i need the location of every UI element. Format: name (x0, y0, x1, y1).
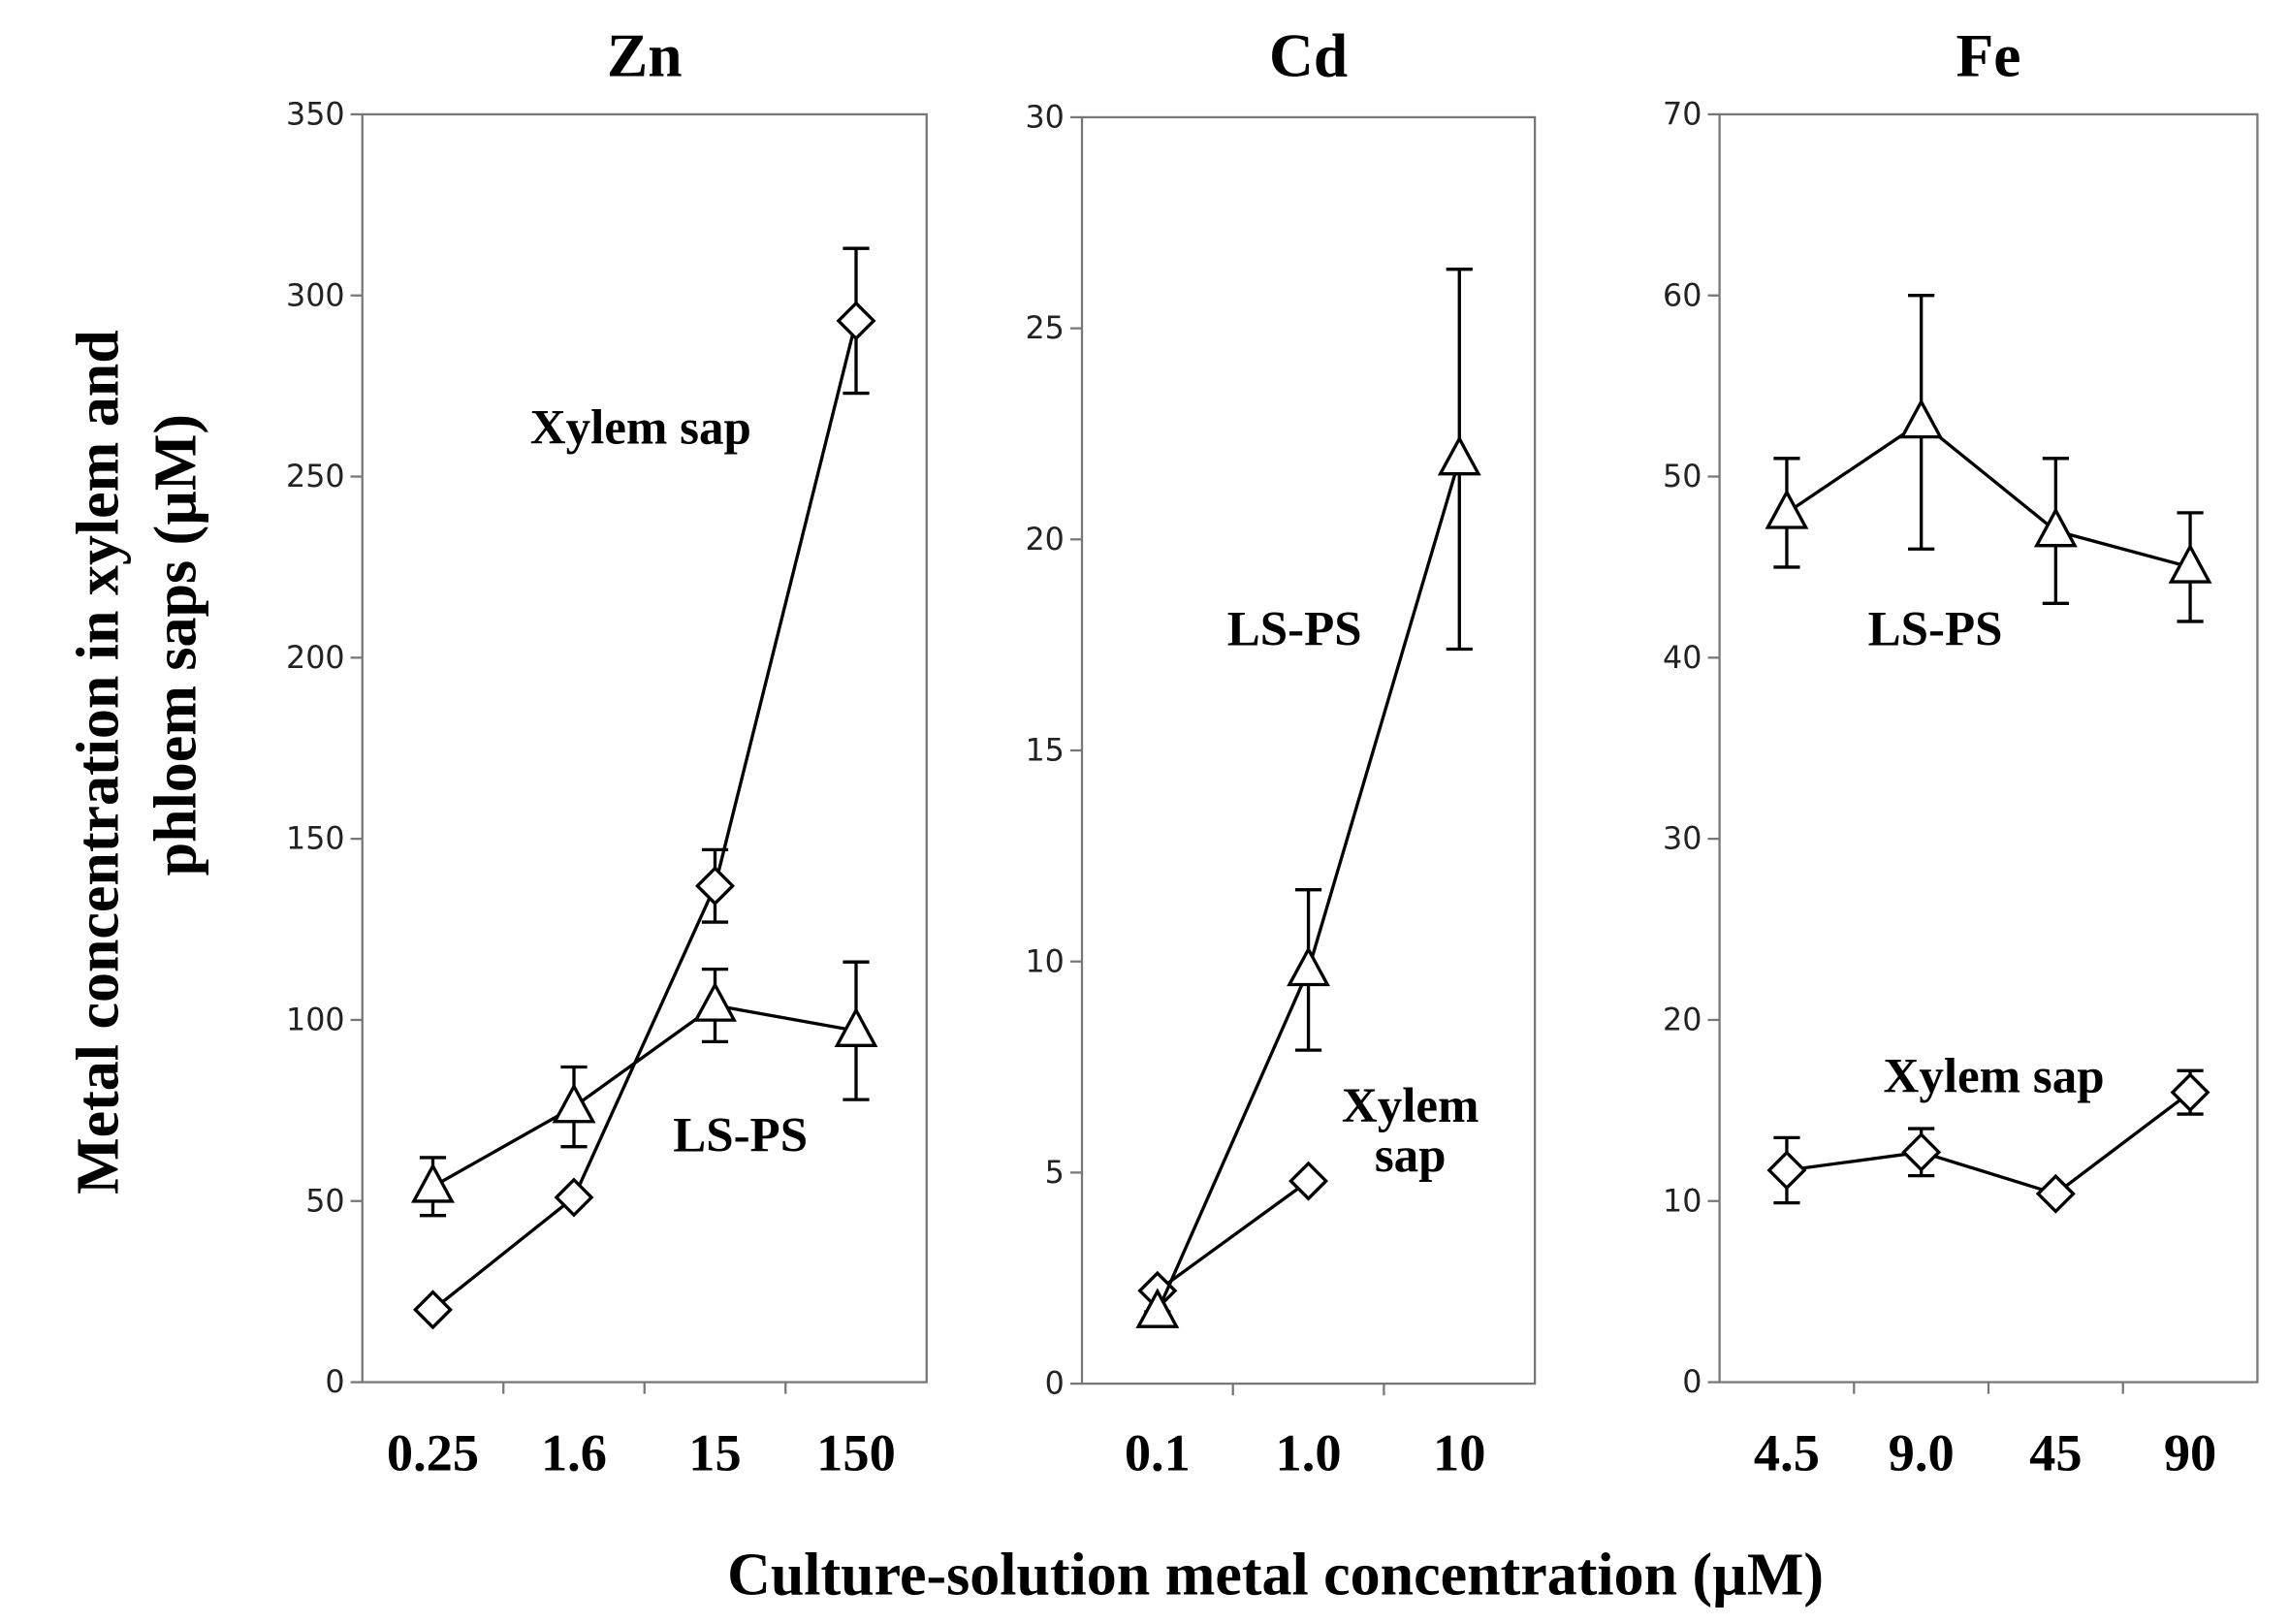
y-tick-label: 40 (1663, 641, 1702, 676)
x-tick-label: 150 (816, 1423, 896, 1481)
data-point (1899, 398, 1944, 439)
y-tick-label: 0 (325, 1365, 344, 1400)
series-line (431, 1003, 857, 1189)
data-point (1901, 1131, 1942, 1172)
y-tick-label: 25 (1025, 311, 1064, 346)
data-point (1287, 945, 1331, 987)
panel-title: Cd (1269, 21, 1348, 90)
y-tick-label: 10 (1663, 1184, 1702, 1219)
x-tick-label: 15 (688, 1423, 741, 1481)
x-tick-label: 1.6 (541, 1423, 607, 1481)
y-tick-label: 350 (286, 97, 345, 132)
x-tick-label: 9.0 (1889, 1423, 1955, 1481)
x-tick-label: 45 (2029, 1423, 2082, 1481)
data-point (1437, 434, 1481, 476)
series-label: Xylem sap (1341, 1079, 1479, 1184)
data-point (1766, 1150, 1807, 1191)
y-tick-label: 150 (286, 822, 345, 857)
series-label: Xylem sap (529, 400, 751, 456)
y-tick-label: 50 (1663, 460, 1702, 494)
y-tick-label: 200 (286, 641, 345, 676)
series-line (1156, 1179, 1310, 1292)
data-point (836, 301, 876, 341)
y-tick-label: 30 (1025, 101, 1064, 136)
y-tick-label: 50 (305, 1184, 344, 1219)
panel-title: Fe (1956, 21, 2021, 90)
y-axis-label: phloem saps (µM) (143, 414, 208, 876)
y-tick-label: 70 (1663, 97, 1702, 132)
data-point (411, 1162, 455, 1203)
data-point (2170, 1072, 2210, 1113)
y-tick-label: 20 (1663, 1003, 1702, 1038)
series-line (431, 320, 858, 1312)
series-label: Xylem sap (1883, 1049, 2105, 1104)
x-axis-label: Culture-solution metal concentration (µM… (727, 1543, 1824, 1608)
y-axis-label: Metal concentration in xylem and (65, 330, 131, 1194)
data-point (1135, 1288, 1180, 1328)
y-tick-label: 0 (1045, 1367, 1065, 1402)
data-point (412, 1290, 453, 1330)
data-point (693, 981, 737, 1022)
plot-frame (1718, 112, 2259, 1384)
x-tick-label: 0.1 (1125, 1423, 1191, 1481)
x-tick-label: 10 (1433, 1423, 1485, 1481)
data-point (1288, 1161, 1329, 1201)
y-tick-label: 300 (286, 278, 345, 313)
data-point (834, 1006, 878, 1047)
y-tick-label: 100 (286, 1003, 345, 1038)
x-tick-label: 90 (2164, 1423, 2216, 1481)
series-line (1786, 420, 2191, 569)
series-label: LS-PS (673, 1108, 809, 1163)
data-point (2168, 543, 2212, 584)
data-point (1765, 489, 1809, 529)
x-tick-label: 1.0 (1276, 1423, 1342, 1481)
data-point (552, 1082, 596, 1124)
data-point (2033, 506, 2078, 548)
y-tick-label: 10 (1025, 944, 1064, 979)
panel-title: Zn (607, 21, 683, 90)
y-tick-label: 15 (1025, 734, 1064, 769)
x-tick-label: 0.25 (387, 1423, 479, 1481)
data-point (554, 1177, 594, 1218)
series-label: LS-PS (1226, 602, 1362, 657)
data-point (2035, 1173, 2076, 1214)
y-tick-label: 30 (1663, 822, 1702, 857)
data-point (695, 866, 735, 907)
series-label: LS-PS (1867, 602, 2003, 657)
y-tick-label: 60 (1663, 278, 1702, 313)
series-line (1786, 1091, 2192, 1196)
y-tick-label: 20 (1025, 523, 1064, 557)
y-tick-label: 0 (1682, 1365, 1702, 1400)
y-tick-label: 250 (286, 460, 345, 494)
x-tick-label: 4.5 (1754, 1423, 1820, 1481)
y-tick-label: 5 (1045, 1156, 1065, 1191)
